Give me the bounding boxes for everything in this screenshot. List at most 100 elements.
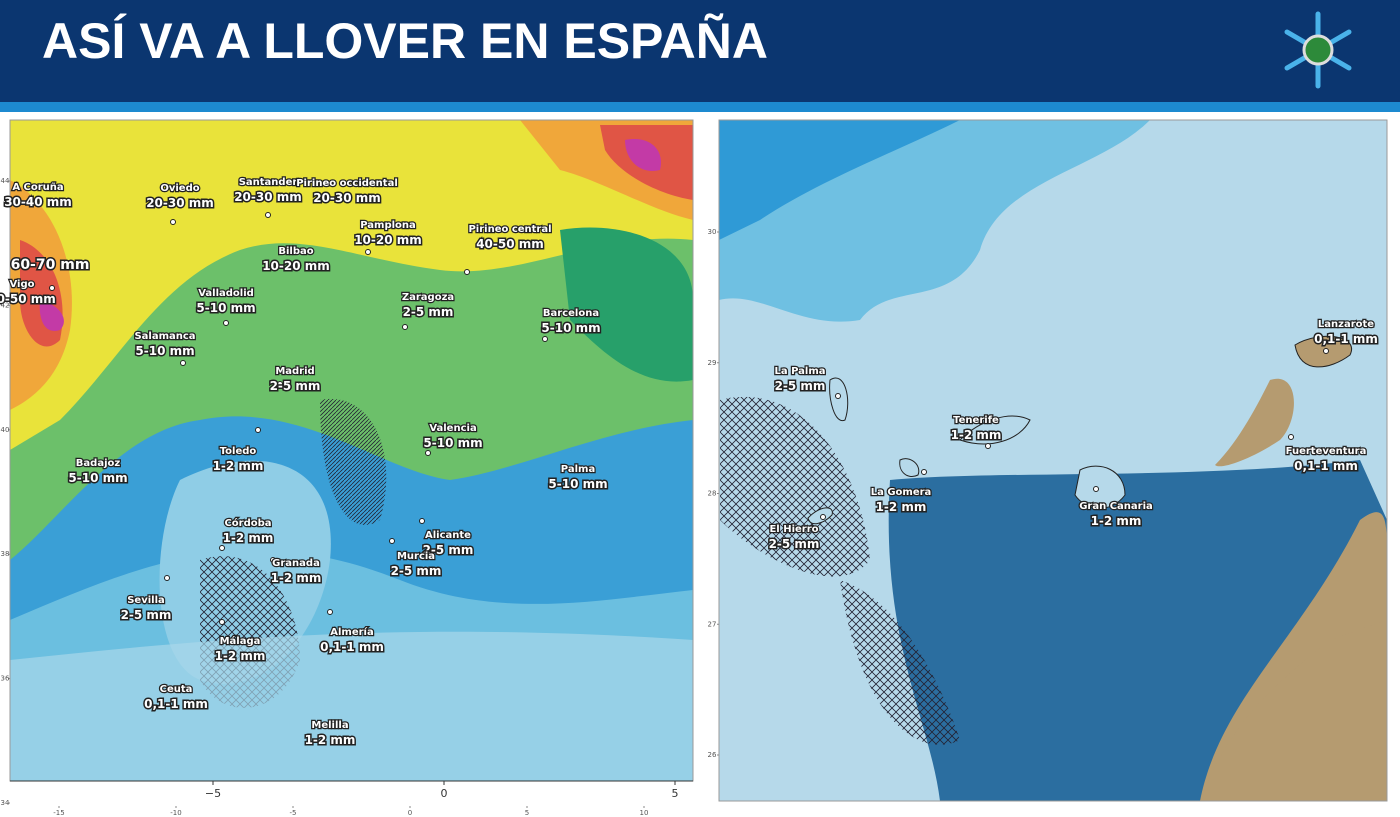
city-name: La Gomera (871, 487, 932, 498)
x-tick-minor-label: 10 (640, 809, 649, 817)
x-tick-minor-label: -15 (53, 809, 64, 817)
y-tick-label: 40 (1, 426, 10, 434)
rain-amount: 10-20 mm (262, 259, 330, 273)
city-name: Vigo (9, 279, 34, 290)
x-tick-label: −5 (205, 787, 221, 800)
city-dot (277, 381, 283, 387)
city-name: El Hierro (769, 524, 818, 535)
rain-amount: 0,1-1 mm (1294, 459, 1358, 473)
city-name: Badajoz (76, 458, 121, 469)
y-tick-label: 27 (708, 620, 717, 628)
rain-amount: 60-70 mm (11, 257, 90, 273)
city-name: Ceuta (160, 684, 193, 695)
rain-amount: 30-40 mm (4, 195, 72, 209)
city-name: Valencia (429, 423, 476, 434)
city-name: Palma (561, 464, 595, 475)
x-tick-minor-label: -5 (290, 809, 297, 817)
city-dot (419, 518, 425, 524)
city-dot (921, 469, 927, 475)
city-dot (49, 285, 55, 291)
rain-amount: 1-2 mm (223, 531, 274, 545)
city-name: Santander (239, 177, 298, 188)
rain-amount: 2-5 mm (769, 537, 820, 551)
y-tick-label: 36 (1, 675, 10, 683)
city-dot (1093, 486, 1099, 492)
x-tick-minor-label: 5 (525, 809, 529, 817)
city-dot (542, 336, 548, 342)
title: ASÍ VA A LLOVER EN ESPAÑA (42, 13, 768, 69)
city-dot (265, 212, 271, 218)
rain-amount: 10-20 mm (354, 233, 422, 247)
rain-amount: 1-2 mm (215, 649, 266, 663)
y-tick-label: 29 (708, 359, 717, 367)
rain-amount: 5-10 mm (196, 301, 255, 315)
rain-amount: 2-5 mm (403, 305, 454, 319)
rain-amount: 1-2 mm (213, 459, 264, 473)
city-name: Salamanca (134, 331, 195, 342)
logo (1284, 11, 1352, 89)
rain-amount: 2-5 mm (391, 564, 442, 578)
rain-amount: 5-10 mm (548, 477, 607, 491)
city-dot (270, 557, 276, 563)
city-dot (1323, 348, 1329, 354)
city-dot (464, 269, 470, 275)
city-name: La Palma (774, 366, 825, 377)
rain-amount: 5-10 mm (541, 321, 600, 335)
canarias-map (719, 120, 1387, 801)
y-tick-label: 44 (1, 177, 10, 185)
city-dot (219, 619, 225, 625)
city-dot (327, 609, 333, 615)
y-tick-label: 30 (708, 228, 717, 236)
city-name: A Coruña (12, 182, 63, 193)
city-name: Melilla (311, 720, 348, 731)
rain-amount: 1-2 mm (951, 428, 1002, 442)
y-tick-label: 38 (1, 550, 10, 558)
city-name: Oviedo (160, 183, 199, 194)
city-name: Almería (330, 626, 373, 638)
rain-amount: 1-2 mm (271, 571, 322, 585)
city-name: Málaga (220, 635, 261, 647)
city-name: Gran Canaria (1079, 501, 1153, 512)
header-bar (0, 0, 1400, 102)
rain-amount: 1-2 mm (876, 500, 927, 514)
rain-amount: 20-30 mm (313, 191, 381, 205)
rain-amount: 2-5 mm (423, 543, 474, 557)
city-dot (820, 514, 826, 520)
city-dot (425, 450, 431, 456)
city-name: Córdoba (224, 517, 271, 529)
y-tick-label: 34 (1, 799, 10, 807)
x-tick-label: 0 (441, 787, 448, 800)
rain-amount: 0,1-1 mm (320, 640, 384, 654)
rain-amount: 5-10 mm (68, 471, 127, 485)
rain-amount: 40-50 mm (0, 292, 56, 306)
city-name: Alicante (425, 530, 471, 541)
rain-amount: 5-10 mm (423, 436, 482, 450)
peninsula-map (10, 120, 693, 781)
city-dot (180, 360, 186, 366)
rain-amount: 0,1-1 mm (1314, 332, 1378, 346)
city-name: Murcia (397, 551, 435, 562)
city-name: Tenerife (953, 415, 999, 426)
city-name: Pirineo occidental (296, 178, 398, 189)
city-dot (985, 443, 991, 449)
rain-amount: 5-10 mm (135, 344, 194, 358)
header-stripe (0, 102, 1400, 112)
city-name: Pirineo central (468, 224, 551, 235)
city-name: Barcelona (543, 308, 599, 319)
city-dot (835, 393, 841, 399)
rain-amount: 2-5 mm (121, 608, 172, 622)
city-dot (170, 219, 176, 225)
city-name: Zaragoza (402, 292, 454, 303)
city-dot (402, 324, 408, 330)
rain-amount: 1-2 mm (1091, 514, 1142, 528)
city-dot (365, 249, 371, 255)
x-tick-label: 5 (672, 787, 679, 800)
canarias-frame (718, 119, 1388, 802)
city-dot (255, 427, 261, 433)
rain-amount: 2-5 mm (270, 379, 321, 393)
x-tick-minor-label: -10 (170, 809, 181, 817)
city-dot (389, 538, 395, 544)
city-name: Toledo (220, 446, 257, 457)
